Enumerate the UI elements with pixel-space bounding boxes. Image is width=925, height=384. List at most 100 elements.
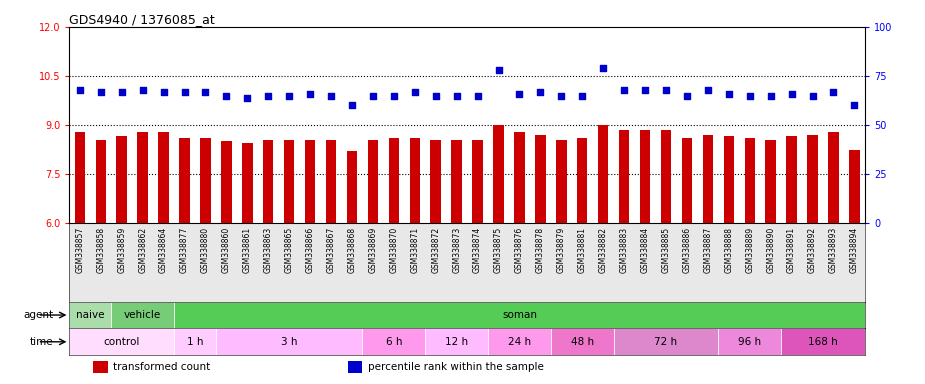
Text: GSM338886: GSM338886 [683,227,691,273]
Text: 1 h: 1 h [187,337,204,347]
Bar [451,140,462,223]
Text: percentile rank within the sample: percentile rank within the sample [368,362,544,372]
Text: GSM338862: GSM338862 [138,227,147,273]
Text: GSM338892: GSM338892 [808,227,817,273]
Bar [430,140,441,223]
Point [763,93,778,99]
Point [198,89,213,95]
Bar [786,136,796,223]
Bar [426,328,488,355]
Text: GSM338858: GSM338858 [96,227,105,273]
Text: GSM338881: GSM338881 [578,227,586,273]
Point [533,89,548,95]
Point [554,93,569,99]
Point [637,87,652,93]
Bar [556,140,566,223]
Point [261,93,276,99]
Text: GDS4940 / 1376085_at: GDS4940 / 1376085_at [69,13,216,26]
Text: vehicle: vehicle [124,310,161,320]
Point [450,93,464,99]
Text: GSM338863: GSM338863 [264,227,273,273]
Text: 3 h: 3 h [281,337,298,347]
Text: 24 h: 24 h [508,337,531,347]
Bar [93,361,107,372]
Text: GSM338871: GSM338871 [411,227,419,273]
Point [596,65,611,71]
Point [784,91,799,97]
Text: 6 h: 6 h [386,337,402,347]
Text: GSM338889: GSM338889 [746,227,754,273]
Text: GSM338885: GSM338885 [661,227,671,273]
Text: 168 h: 168 h [808,337,838,347]
Bar [473,140,483,223]
Bar [326,140,337,223]
Bar [410,138,420,223]
Bar [388,138,399,223]
Point [847,102,862,108]
Text: GSM338861: GSM338861 [243,227,252,273]
Point [491,67,506,73]
Text: control: control [104,337,140,347]
Point [617,87,632,93]
Bar [514,132,524,223]
Text: GSM338893: GSM338893 [829,227,838,273]
Point [324,93,339,99]
Bar [781,328,865,355]
Bar [174,328,216,355]
Point [156,89,171,95]
Bar [117,136,127,223]
Point [345,102,360,108]
Bar [493,125,504,223]
Text: GSM338859: GSM338859 [117,227,126,273]
Text: GSM338866: GSM338866 [305,227,314,273]
Bar [363,328,426,355]
Bar [263,140,274,223]
Point [680,93,695,99]
Bar [703,135,713,223]
Point [72,87,87,93]
Point [135,87,150,93]
Bar [216,328,363,355]
Text: GSM338879: GSM338879 [557,227,566,273]
Bar [69,328,174,355]
Point [387,93,401,99]
Text: GSM338887: GSM338887 [703,227,712,273]
Text: GSM338888: GSM338888 [724,227,734,273]
Text: GSM338880: GSM338880 [201,227,210,273]
Text: naive: naive [76,310,105,320]
Bar [75,132,85,223]
Bar [347,151,357,223]
Bar [766,140,776,223]
Point [470,93,485,99]
Text: GSM338865: GSM338865 [285,227,293,273]
Text: GSM338868: GSM338868 [348,227,356,273]
Bar [808,135,818,223]
Point [407,89,422,95]
Bar [305,140,315,223]
Text: GSM338860: GSM338860 [222,227,231,273]
Text: GSM338857: GSM338857 [75,227,84,273]
Text: 96 h: 96 h [738,337,761,347]
Text: agent: agent [23,310,54,320]
Point [177,89,191,95]
Bar [828,132,839,223]
Text: GSM338869: GSM338869 [368,227,377,273]
Point [722,91,736,97]
Text: GSM338864: GSM338864 [159,227,168,273]
Text: GSM338873: GSM338873 [452,227,462,273]
Text: GSM338878: GSM338878 [536,227,545,273]
Point [365,93,380,99]
Text: GSM338877: GSM338877 [180,227,189,273]
Bar [619,130,629,223]
Bar [682,138,692,223]
Bar [660,130,672,223]
Bar [200,138,211,223]
Bar [221,141,231,223]
Text: 12 h: 12 h [445,337,468,347]
Bar [158,132,168,223]
Text: GSM338891: GSM338891 [787,227,796,273]
Bar [640,130,650,223]
Bar [368,140,378,223]
Bar [536,135,546,223]
Bar [242,143,253,223]
